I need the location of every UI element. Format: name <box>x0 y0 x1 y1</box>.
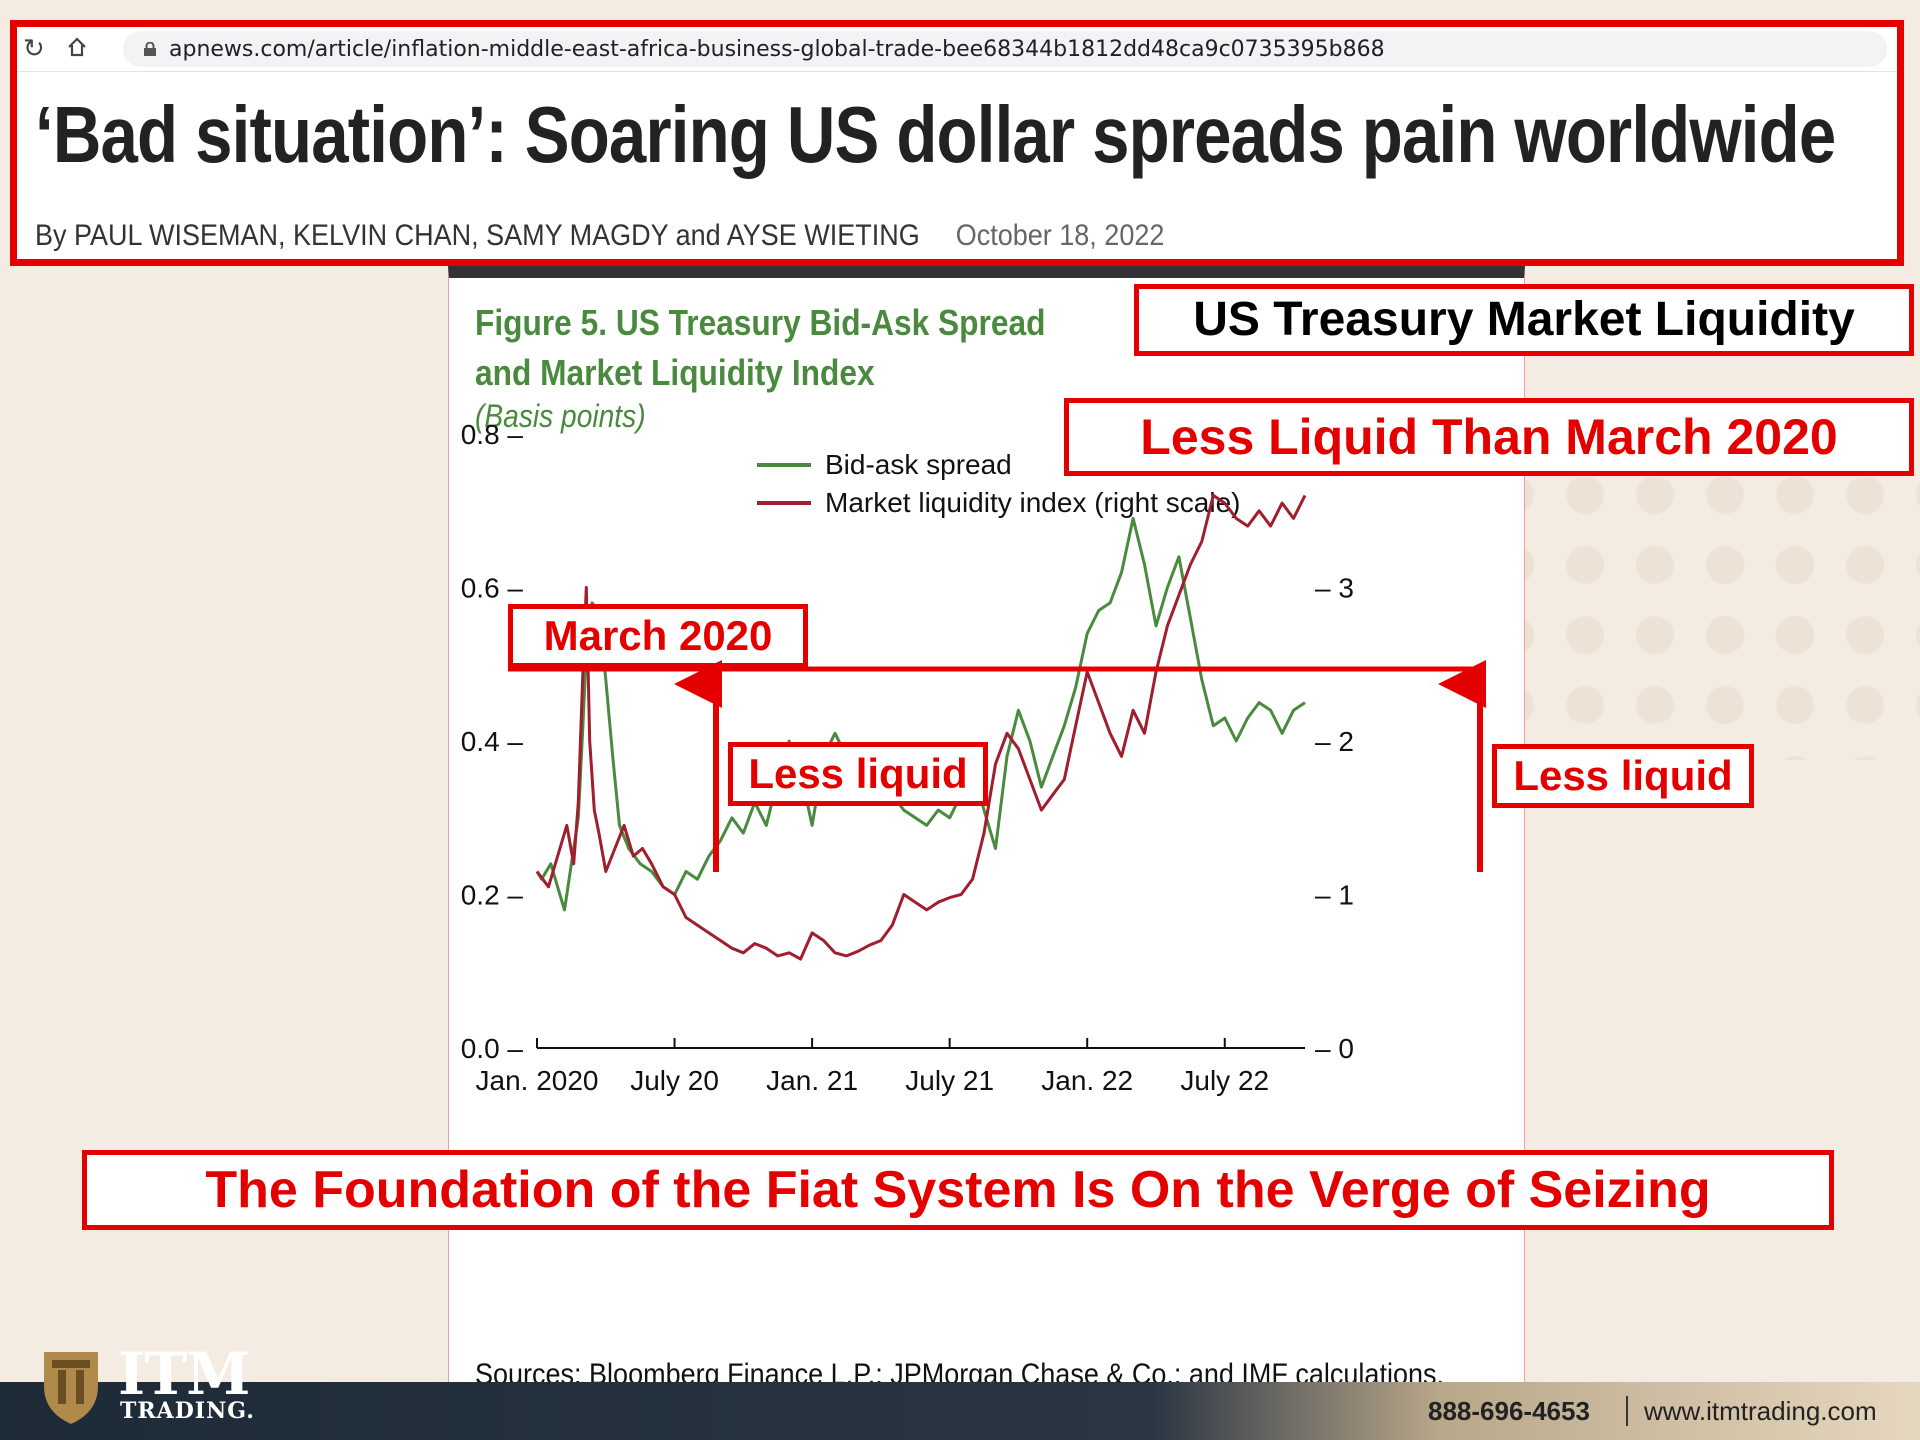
home-icon[interactable] <box>67 37 87 57</box>
y-right-tick-label: – 3 <box>1315 573 1354 604</box>
callout-march-2020: March 2020 <box>508 604 808 668</box>
callout-less-liquid-left: Less liquid <box>728 742 988 806</box>
y-right-tick-label: – 1 <box>1315 880 1354 911</box>
address-bar[interactable]: apnews.com/article/inflation-middle-east… <box>123 31 1887 67</box>
legend-label: Bid-ask spread <box>825 449 1012 480</box>
callout-title: US Treasury Market Liquidity <box>1134 284 1914 356</box>
y-left-tick-label: 0.6 – <box>461 573 524 604</box>
reload-icon[interactable]: ↻ <box>23 33 45 63</box>
byline-authors: By PAUL WISEMAN, KELVIN CHAN, SAMY MAGDY… <box>35 219 920 252</box>
x-tick-label: Jan. 21 <box>766 1065 858 1096</box>
footer-website-link[interactable]: www.itmtrading.com <box>1644 1396 1877 1426</box>
y-right-tick-label: – 0 <box>1315 1033 1354 1064</box>
article-byline: By PAUL WISEMAN, KELVIN CHAN, SAMY MAGDY… <box>35 219 1164 253</box>
footer-bar <box>0 1382 1920 1440</box>
chart: Jan. 2020 July 20 Jan. 21 July 21 Jan. 22 Jul… <box>461 419 1354 1096</box>
y-left-tick-label: 0.4 – <box>461 726 524 757</box>
market-liquidity-index-line <box>535 493 1307 961</box>
article-date: October 18, 2022 <box>955 219 1165 252</box>
url-text[interactable]: apnews.com/article/inflation-middle-east… <box>169 37 1385 62</box>
x-tick-label: July 21 <box>905 1065 994 1096</box>
footer-phone[interactable]: 888-696-4653 <box>1428 1396 1590 1426</box>
x-tick-label: July 22 <box>1180 1065 1269 1096</box>
y-left-tick-label: 0.0 – <box>461 1033 524 1064</box>
footer-divider <box>1626 1396 1628 1426</box>
x-tick-label: Jan. 22 <box>1041 1065 1133 1096</box>
callout-foundation: The Foundation of the Fiat System Is On … <box>82 1150 1834 1230</box>
figure-units: (Basis points) <box>475 398 646 434</box>
itm-logo-text: ITM <box>118 1340 250 1408</box>
article-header: ↻ apnews.com/article/inflation-middle-ea… <box>10 20 1904 266</box>
callout-less-than-march: Less Liquid Than March 2020 <box>1064 398 1914 476</box>
itm-logo-subtext: TRADING. <box>120 1398 255 1424</box>
y-left-tick-label: 0.8 – <box>461 419 524 450</box>
lock-icon <box>144 42 156 56</box>
x-tick-label: Jan. 2020 <box>476 1065 599 1096</box>
y-right-tick-label: – 2 <box>1315 726 1354 757</box>
figure-title: Figure 5. US Treasury Bid-Ask Spread and… <box>475 302 1046 393</box>
legend-label: Market liquidity index (right scale) <box>825 487 1241 518</box>
itm-logo-icon <box>44 1352 98 1424</box>
x-tick-label: July 20 <box>630 1065 719 1096</box>
background-pattern <box>1480 460 1920 760</box>
article-headline: ‘Bad situation’: Soaring US dollar sprea… <box>35 90 1836 179</box>
callout-less-liquid-right: Less liquid <box>1492 744 1754 808</box>
y-left-tick-label: 0.2 – <box>461 880 524 911</box>
browser-toolbar: ↻ apnews.com/article/inflation-middle-ea… <box>17 27 1897 72</box>
bid-ask-spread-line <box>535 516 1306 912</box>
